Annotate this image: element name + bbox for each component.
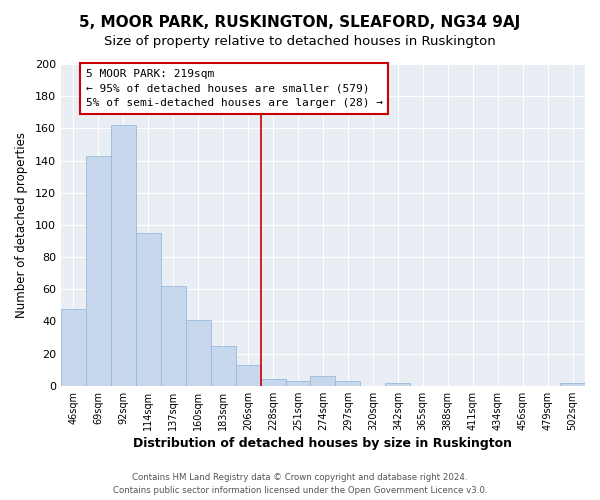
Bar bbox=[385, 382, 410, 386]
Bar bbox=[161, 286, 186, 386]
Text: Contains HM Land Registry data © Crown copyright and database right 2024.
Contai: Contains HM Land Registry data © Crown c… bbox=[113, 474, 487, 495]
Bar bbox=[211, 346, 236, 386]
Bar bbox=[560, 382, 585, 386]
Bar bbox=[186, 320, 211, 386]
Text: 5, MOOR PARK, RUSKINGTON, SLEAFORD, NG34 9AJ: 5, MOOR PARK, RUSKINGTON, SLEAFORD, NG34… bbox=[79, 15, 521, 30]
Text: Size of property relative to detached houses in Ruskington: Size of property relative to detached ho… bbox=[104, 35, 496, 48]
Bar bbox=[236, 365, 260, 386]
Y-axis label: Number of detached properties: Number of detached properties bbox=[15, 132, 28, 318]
Bar bbox=[286, 381, 310, 386]
Bar bbox=[61, 308, 86, 386]
Bar bbox=[335, 381, 361, 386]
Text: 5 MOOR PARK: 219sqm
← 95% of detached houses are smaller (579)
5% of semi-detach: 5 MOOR PARK: 219sqm ← 95% of detached ho… bbox=[86, 69, 383, 108]
Bar bbox=[260, 380, 286, 386]
X-axis label: Distribution of detached houses by size in Ruskington: Distribution of detached houses by size … bbox=[133, 437, 512, 450]
Bar bbox=[136, 233, 161, 386]
Bar bbox=[86, 156, 111, 386]
Bar bbox=[111, 125, 136, 386]
Bar bbox=[310, 376, 335, 386]
